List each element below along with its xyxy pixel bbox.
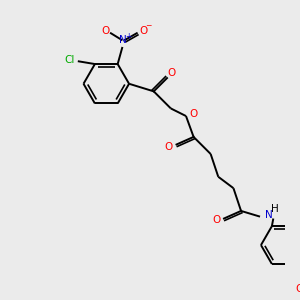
Text: −: − [145,22,151,31]
Text: N: N [119,35,127,45]
Text: O: O [101,26,110,36]
Text: H: H [271,204,279,214]
Text: O: O [212,215,220,225]
Text: O: O [168,68,176,78]
Text: +: + [125,32,131,41]
Text: O: O [190,109,198,119]
Text: O: O [295,284,300,294]
Text: Cl: Cl [64,55,74,65]
Text: O: O [165,142,173,152]
Text: N: N [265,210,272,220]
Text: O: O [139,26,147,36]
